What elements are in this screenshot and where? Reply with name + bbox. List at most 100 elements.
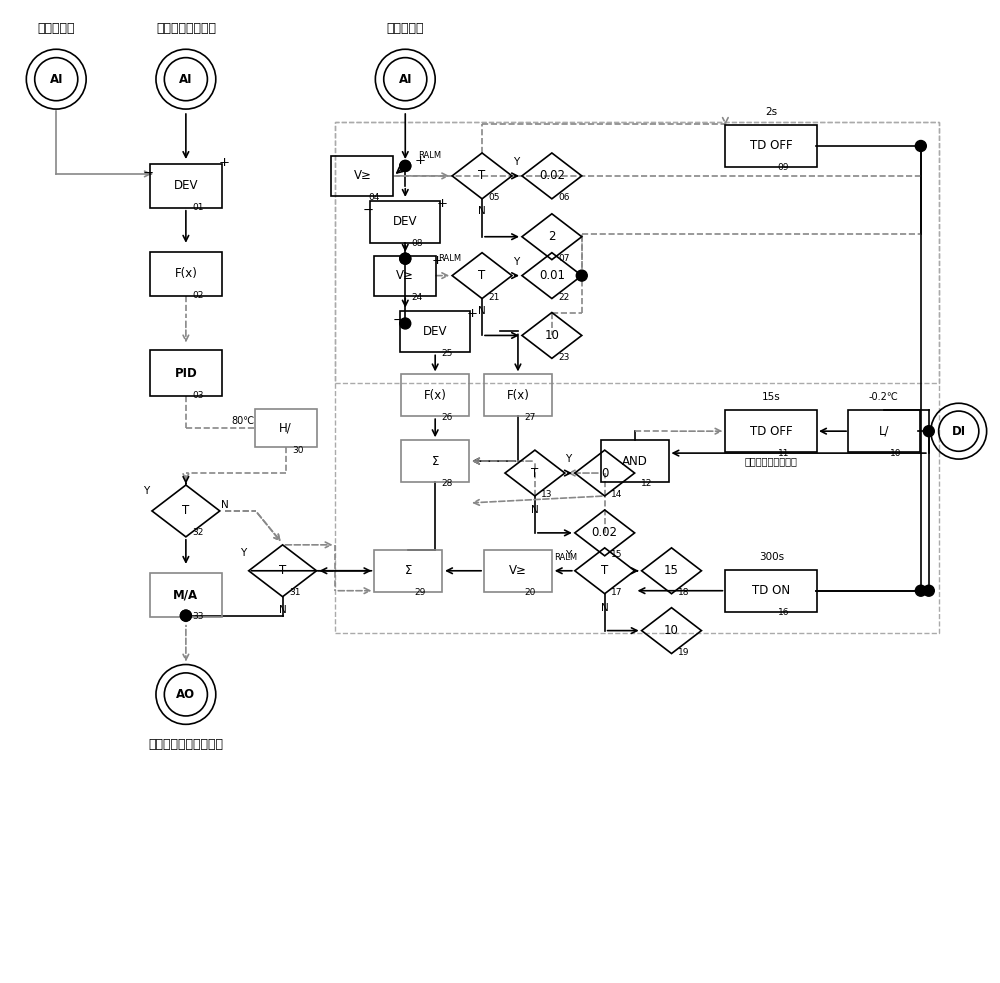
Circle shape — [923, 585, 934, 597]
Bar — [725, 570, 817, 611]
Text: 11: 11 — [777, 448, 789, 458]
Text: T: T — [478, 269, 486, 282]
Circle shape — [576, 270, 587, 281]
Text: 0.01: 0.01 — [539, 269, 565, 282]
Text: 21: 21 — [488, 293, 500, 302]
Text: Y: Y — [565, 549, 571, 560]
Text: Y: Y — [513, 257, 519, 266]
Text: PID: PID — [175, 367, 197, 379]
Text: N: N — [279, 605, 286, 614]
Text: 24: 24 — [412, 293, 423, 302]
Bar — [601, 440, 669, 482]
Text: 18: 18 — [678, 588, 689, 598]
Text: 30: 30 — [292, 445, 303, 454]
Text: 22: 22 — [558, 293, 569, 302]
Text: +: + — [415, 154, 426, 167]
Text: Σ: Σ — [431, 454, 439, 468]
Text: +: + — [218, 156, 229, 169]
Text: 23: 23 — [558, 353, 570, 362]
Text: 除氧器自动升温指令: 除氧器自动升温指令 — [744, 456, 797, 466]
Circle shape — [923, 426, 934, 436]
Text: DI: DI — [952, 425, 966, 437]
Bar — [370, 201, 440, 243]
Bar — [150, 573, 222, 616]
Text: +: + — [467, 307, 478, 320]
Text: 15: 15 — [664, 564, 679, 577]
Text: 06: 06 — [558, 194, 570, 202]
Text: Y: Y — [143, 486, 149, 496]
Text: 02: 02 — [192, 291, 204, 300]
Text: 31: 31 — [289, 588, 300, 598]
Text: 25: 25 — [441, 349, 453, 358]
Text: 05: 05 — [488, 194, 500, 202]
Text: TD OFF: TD OFF — [750, 425, 793, 437]
Text: T: T — [531, 467, 539, 480]
Text: AND: AND — [622, 454, 648, 468]
Text: L/: L/ — [879, 425, 889, 437]
Bar — [374, 549, 442, 592]
Text: RALM: RALM — [418, 151, 441, 160]
Text: Y: Y — [565, 454, 571, 464]
Bar — [150, 252, 222, 296]
Text: 20: 20 — [524, 588, 536, 598]
Text: AI: AI — [179, 73, 193, 86]
Text: 09: 09 — [777, 163, 789, 172]
Circle shape — [915, 141, 926, 151]
Text: F(x): F(x) — [507, 388, 529, 402]
Bar — [255, 409, 317, 447]
Text: N: N — [531, 505, 539, 515]
Bar — [484, 549, 552, 592]
Text: −: − — [142, 167, 154, 181]
Text: 除氧器压力调节阀指令: 除氧器压力调节阀指令 — [148, 738, 223, 751]
Text: 除氧器温度: 除氧器温度 — [387, 23, 424, 35]
Text: 19: 19 — [678, 648, 689, 657]
Circle shape — [400, 254, 411, 264]
Text: 80℃: 80℃ — [231, 416, 254, 427]
Text: 15s: 15s — [762, 392, 781, 402]
Text: -0.2℃: -0.2℃ — [869, 392, 899, 402]
Text: 10: 10 — [544, 329, 559, 342]
Text: 01: 01 — [192, 203, 204, 212]
Text: RALM: RALM — [438, 255, 461, 263]
Text: T: T — [182, 504, 190, 517]
Text: 33: 33 — [192, 612, 204, 621]
Text: M/A: M/A — [173, 588, 198, 602]
Text: 除氧器压力: 除氧器压力 — [37, 23, 75, 35]
Bar — [150, 350, 222, 396]
Text: 13: 13 — [541, 491, 553, 499]
Text: 04: 04 — [369, 194, 380, 202]
Circle shape — [400, 318, 411, 329]
Circle shape — [180, 610, 191, 621]
Text: N: N — [601, 603, 609, 612]
Bar — [150, 164, 222, 207]
Text: 2: 2 — [548, 230, 556, 243]
Text: T: T — [478, 169, 486, 183]
Text: N: N — [478, 306, 486, 316]
Text: −: − — [393, 314, 404, 327]
Circle shape — [180, 610, 191, 621]
Text: F(x): F(x) — [424, 388, 447, 402]
Bar — [848, 410, 920, 452]
Text: V≥: V≥ — [353, 169, 371, 183]
Text: AI: AI — [49, 73, 63, 86]
Text: F(x): F(x) — [174, 267, 197, 280]
Text: 除氧器压力设定值: 除氧器压力设定值 — [156, 23, 216, 35]
Text: 10: 10 — [664, 624, 679, 637]
Circle shape — [400, 160, 411, 171]
Text: 03: 03 — [192, 391, 204, 400]
Text: −: − — [363, 204, 374, 217]
Text: 10: 10 — [890, 448, 902, 458]
Circle shape — [915, 585, 926, 597]
Text: Y: Y — [513, 157, 519, 167]
Text: 26: 26 — [441, 413, 453, 422]
Text: 300s: 300s — [759, 551, 784, 562]
Text: 08: 08 — [411, 239, 423, 248]
Text: N: N — [221, 500, 229, 510]
Text: 2s: 2s — [765, 107, 777, 117]
Text: AO: AO — [176, 688, 195, 701]
Text: V≥: V≥ — [396, 269, 414, 282]
Text: T: T — [601, 564, 608, 577]
Bar — [401, 440, 469, 482]
Text: 28: 28 — [441, 479, 453, 488]
Text: Σ: Σ — [405, 564, 412, 577]
